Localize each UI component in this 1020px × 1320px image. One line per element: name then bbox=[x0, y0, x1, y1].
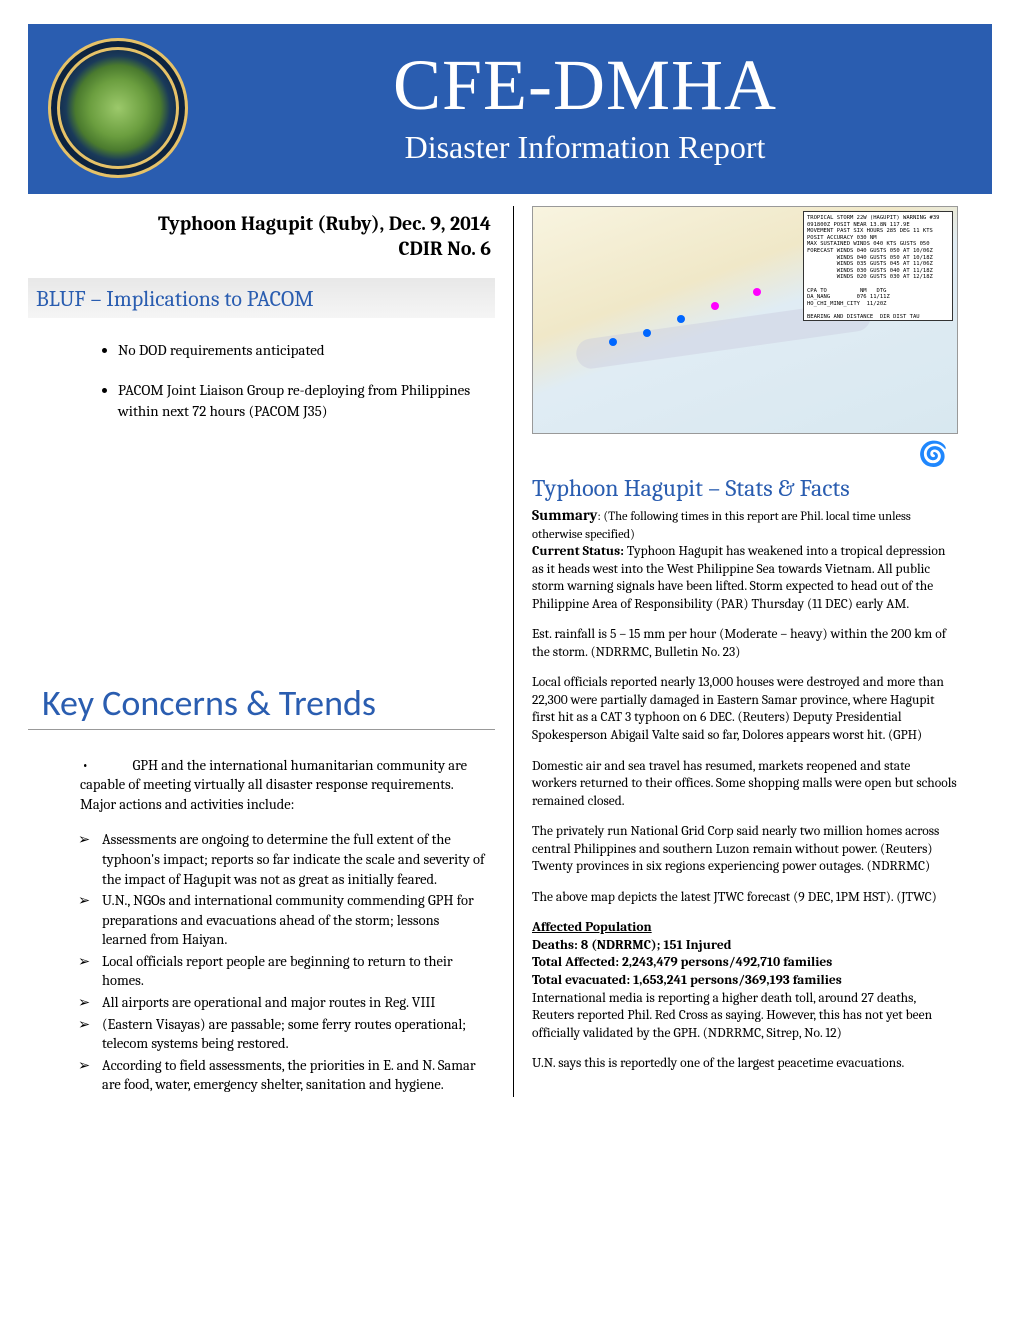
list-item: All airports are operational and major r… bbox=[102, 993, 495, 1013]
travel-paragraph: Domestic air and sea travel has resumed,… bbox=[532, 758, 958, 811]
total-affected-line: Total Affected: 2,243,479 persons/492,71… bbox=[532, 955, 832, 970]
key-concerns-heading: Key Concerns & Trends bbox=[28, 681, 495, 730]
map-note-paragraph: The above map depicts the latest JTWC fo… bbox=[532, 889, 958, 907]
key-concerns-intro: •GPH and the international humanitarian … bbox=[28, 756, 495, 815]
banner-text-block: CFE-DMHA Disaster Information Report bbox=[188, 49, 972, 166]
list-item: (Eastern Visayas) are passable; some fer… bbox=[102, 1015, 495, 1054]
list-item: According to field assessments, the prio… bbox=[102, 1056, 495, 1095]
banner-title: CFE-DMHA bbox=[198, 49, 972, 121]
track-point bbox=[753, 288, 761, 296]
report-title: Typhoon Hagupit (Ruby), Dec. 9, 2014 bbox=[28, 212, 495, 235]
report-number: CDIR No. 6 bbox=[28, 237, 495, 260]
bluf-item: PACOM Joint Liaison Group re-deploying f… bbox=[118, 380, 495, 421]
total-evacuated-line: Total evacuated: 1,653,241 persons/369,1… bbox=[532, 973, 842, 988]
affected-heading: Affected Population bbox=[532, 920, 652, 935]
affected-block: Affected Population Deaths: 8 (NDRRMC); … bbox=[532, 919, 958, 1042]
organization-seal-icon bbox=[48, 38, 188, 178]
un-paragraph: U.N. says this is reportedly one of the … bbox=[532, 1055, 958, 1073]
key-concerns-list: Assessments are ongoing to determine the… bbox=[28, 830, 495, 1094]
track-point bbox=[711, 302, 719, 310]
banner-header: CFE-DMHA Disaster Information Report bbox=[28, 24, 992, 194]
bluf-list: No DOD requirements anticipated PACOM Jo… bbox=[28, 340, 495, 421]
bluf-heading-box: BLUF – Implications to PACOM bbox=[28, 278, 495, 318]
status-paragraph: Current Status: Typhoon Hagupit has weak… bbox=[532, 543, 958, 613]
houses-paragraph: Local officials reported nearly 13,000 h… bbox=[532, 674, 958, 744]
bullet-icon: • bbox=[28, 757, 132, 774]
status-label: Current Status: bbox=[532, 544, 624, 559]
list-item: U.N., NGOs and international community c… bbox=[102, 891, 495, 950]
left-column: Typhoon Hagupit (Ruby), Dec. 9, 2014 CDI… bbox=[28, 206, 513, 1097]
deaths-line: Deaths: 8 (NDRRMC); 151 Injured bbox=[532, 938, 731, 953]
track-point bbox=[677, 315, 685, 323]
forecast-map: TROPICAL STORM 22W (HAGUPIT) WARNING #39… bbox=[532, 206, 958, 434]
summary-label: Summary bbox=[532, 506, 597, 524]
stats-heading: Typhoon Hagupit – Stats & Facts bbox=[532, 474, 958, 502]
list-item: Local officials report people are beginn… bbox=[102, 952, 495, 991]
map-legend-box: TROPICAL STORM 22W (HAGUPIT) WARNING #39… bbox=[803, 211, 953, 321]
banner-subtitle: Disaster Information Report bbox=[198, 129, 972, 166]
media-line: International media is reporting a highe… bbox=[532, 991, 932, 1041]
content-area: Typhoon Hagupit (Ruby), Dec. 9, 2014 CDI… bbox=[28, 206, 992, 1097]
power-paragraph: The privately run National Grid Corp sai… bbox=[532, 823, 958, 876]
list-item: Assessments are ongoing to determine the… bbox=[102, 830, 495, 889]
hurricane-icon: 🌀 bbox=[532, 440, 958, 468]
bluf-heading: BLUF – Implications to PACOM bbox=[36, 286, 485, 312]
right-column: TROPICAL STORM 22W (HAGUPIT) WARNING #39… bbox=[513, 206, 958, 1097]
intro-text: GPH and the international humanitarian c… bbox=[80, 757, 467, 813]
summary-line: Summary: (The following times in this re… bbox=[532, 506, 958, 543]
rainfall-paragraph: Est. rainfall is 5 – 15 mm per hour (Mod… bbox=[532, 626, 958, 661]
bluf-item: No DOD requirements anticipated bbox=[118, 340, 495, 360]
